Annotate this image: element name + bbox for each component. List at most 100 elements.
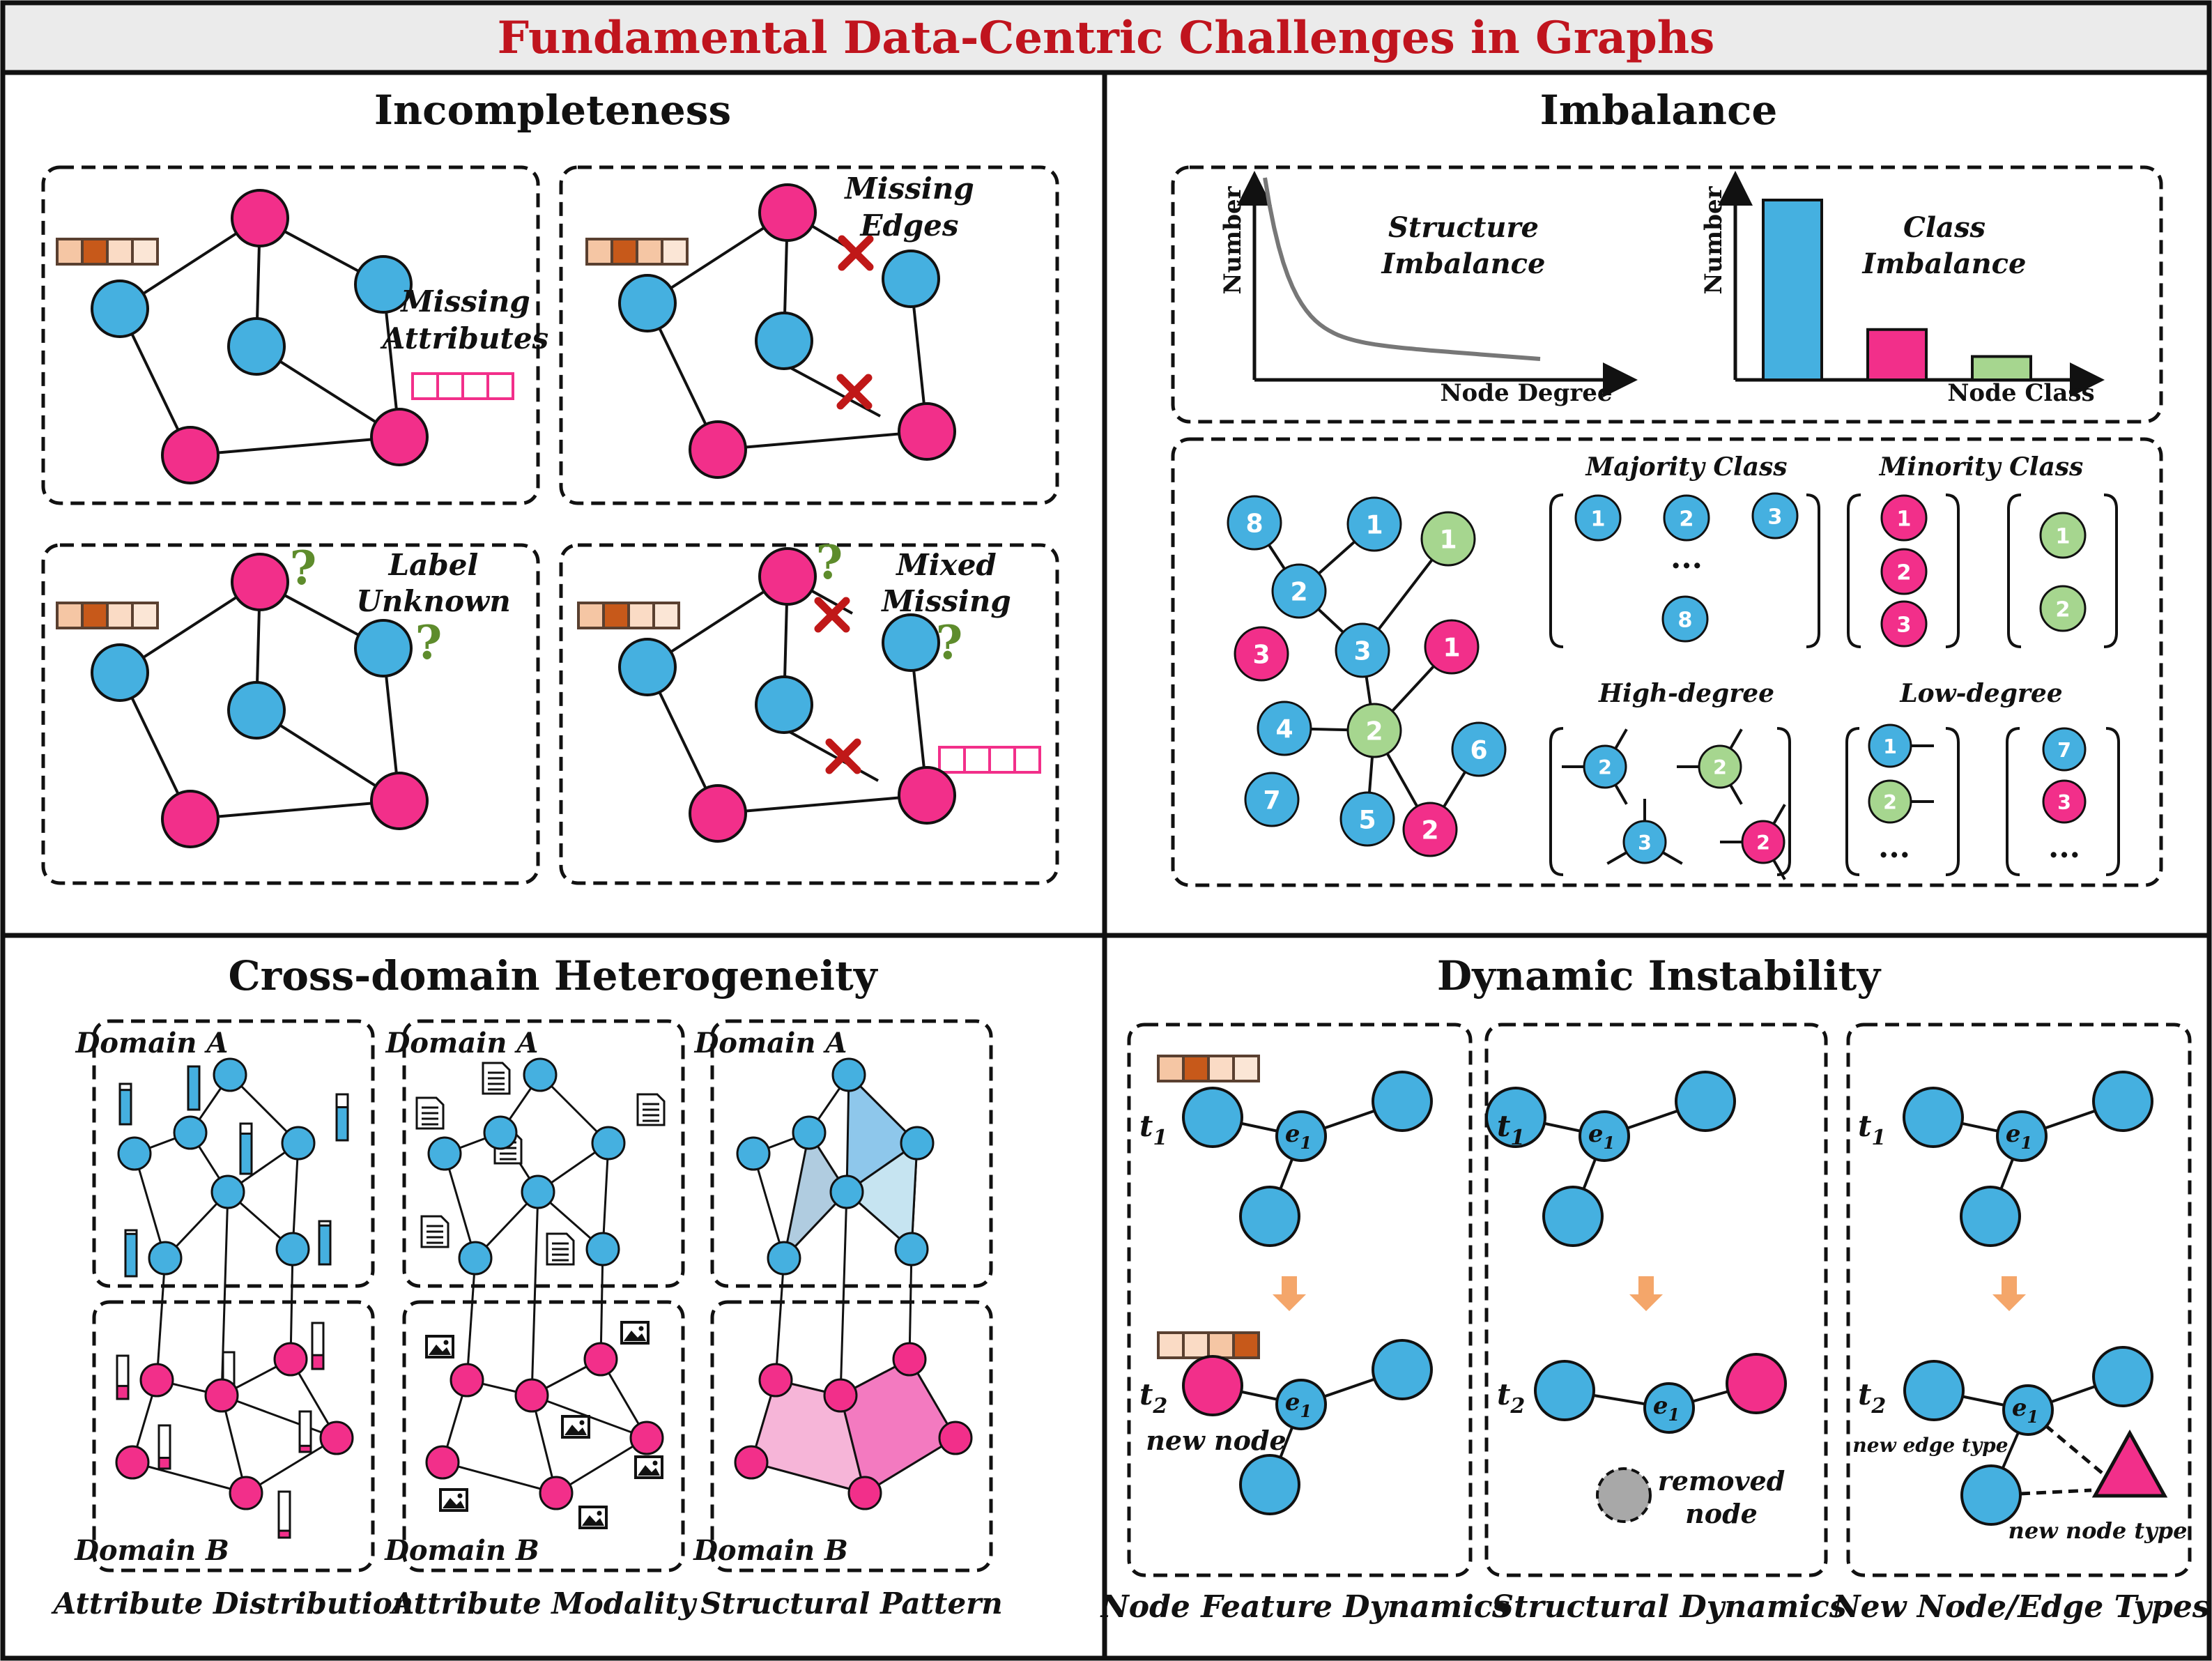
domain-b-node [273, 1342, 308, 1377]
empty-feature-vector [938, 746, 1041, 774]
feature-cell [1207, 1055, 1235, 1082]
new-edge-dashed [2020, 1488, 2092, 1496]
graph-edge [190, 799, 400, 820]
node-number: 4 [1275, 715, 1293, 744]
cross-stroke [814, 597, 850, 633]
low-degree-bracket-a [1845, 727, 1960, 876]
dyn-node [2092, 1071, 2153, 1132]
numbered-node [1257, 701, 1312, 756]
feature-cell [436, 372, 464, 400]
numbered-node [2039, 512, 2087, 559]
y-axis-label: Number [1700, 185, 1728, 294]
domain-b-node [204, 1378, 239, 1413]
majority-class-label: Majority Class [1584, 452, 1787, 482]
domain-a-node [521, 1174, 555, 1209]
new-edge-dashed [2044, 1424, 2103, 1474]
e-base: e [2006, 1120, 2021, 1148]
removed-node-label: node [1685, 1498, 1758, 1529]
high-degree-bracket [1549, 727, 1791, 876]
time-base: t [1139, 1109, 1153, 1143]
node-number: 3 [1252, 641, 1270, 670]
img-mountain [443, 1498, 465, 1508]
node-number: 7 [2057, 739, 2071, 762]
bracket-left [2007, 493, 2022, 648]
numbered-node [1451, 721, 1507, 777]
feature-cell [577, 602, 605, 629]
image-icon [620, 1321, 650, 1345]
node-number: 6 [1470, 736, 1487, 765]
panel-imbalance-charts [1171, 165, 2163, 424]
heading-cross-domain: Cross-domain Heterogeneity [228, 952, 878, 1000]
domain-b-node [450, 1363, 484, 1398]
feature-cell [486, 372, 514, 400]
caption-structural-pattern: Structural Pattern [700, 1586, 1003, 1621]
numbered-node [1880, 600, 1928, 648]
label: Missing [880, 584, 1011, 618]
domain-b-node [139, 1363, 174, 1398]
node-number: 2 [1365, 717, 1383, 747]
long-tail-curve [1263, 177, 1541, 361]
chart-title: Imbalance [1381, 247, 1546, 280]
bar-fill [298, 1444, 312, 1453]
feature-vector [585, 238, 689, 266]
feature-cell [1182, 1331, 1210, 1359]
domain-b-node [514, 1378, 549, 1413]
panel-dist-domain-a [92, 1019, 375, 1288]
minority-green-bracket [2007, 493, 2118, 648]
node-number: 1 [1883, 735, 1897, 758]
feature-vector-t1 [1157, 1055, 1260, 1082]
removed-node-label: removed [1658, 1465, 1785, 1497]
bar-fill [239, 1132, 253, 1175]
domain-edge [555, 1437, 647, 1494]
time-label: t2 [1497, 1377, 1525, 1418]
feature-cell [1232, 1055, 1260, 1082]
domain-edge [132, 1461, 247, 1494]
dyn-node [1485, 1087, 1546, 1148]
degree-stub [1772, 804, 1786, 825]
dyn-node [1372, 1071, 1433, 1132]
feature-vector [56, 238, 159, 266]
node-e1 [2002, 1384, 2054, 1436]
attribute-bar-icon [118, 1082, 132, 1126]
time-base: t [1497, 1109, 1510, 1143]
e-sub: 1 [1300, 1133, 1312, 1153]
feature-cell [602, 602, 630, 629]
blue-node [618, 638, 677, 696]
time-sub: 2 [1871, 1394, 1886, 1418]
feature-cell [81, 238, 109, 266]
feature-vector [56, 602, 159, 629]
pink-node [370, 408, 429, 466]
numbered-node [1339, 791, 1395, 847]
panel-struct-domain-a [710, 1019, 993, 1288]
label: Missing [399, 284, 530, 319]
image-icon [425, 1335, 454, 1358]
motif-triangle [845, 1141, 919, 1252]
bracket-right [1806, 493, 1820, 648]
domain-a-node [213, 1057, 247, 1092]
blue-node [91, 643, 149, 702]
bracket-right [2105, 727, 2120, 876]
numbered-node [1698, 744, 1742, 789]
cross-stroke [836, 374, 873, 410]
feature-cell [1157, 1055, 1185, 1082]
caption-attribute-modality: Attribute Modality [389, 1586, 698, 1621]
question-mark: ? [936, 615, 963, 670]
feature-vector-t2 [1157, 1331, 1260, 1359]
domain-b-node [115, 1445, 150, 1480]
domain-a-node [792, 1115, 827, 1150]
document-icon [636, 1093, 666, 1126]
degree-stub [1729, 728, 1743, 750]
node-number: 3 [1767, 505, 1782, 530]
high-degree-label: High-degree [1598, 679, 1774, 708]
numbered-node [1663, 494, 1710, 542]
heading-incompleteness: Incompleteness [374, 86, 731, 134]
node-e1-label: e1 [1653, 1392, 1680, 1425]
panel-node-feature-dynamics [1127, 1023, 1473, 1577]
blue-node [755, 675, 813, 734]
new-node [1726, 1353, 1787, 1414]
bracket-right [1945, 493, 1960, 648]
node-e1-label: e1 [2012, 1394, 2038, 1427]
attribute-bar-icon [116, 1354, 130, 1400]
feature-cell [627, 602, 655, 629]
